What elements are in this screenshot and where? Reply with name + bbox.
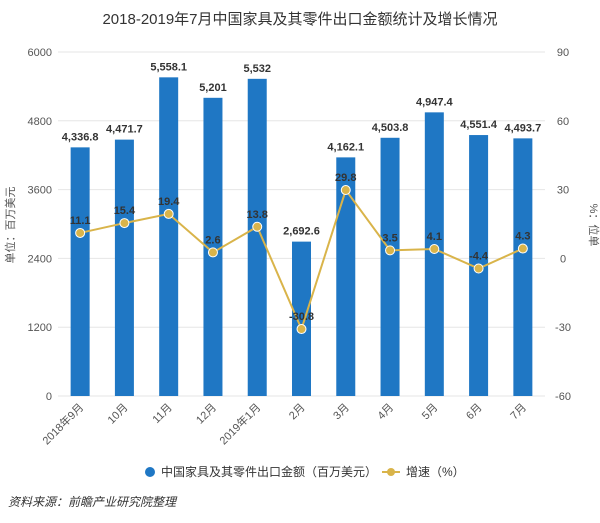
right-tick-label: 90 [557,47,569,59]
legend-line-marker [387,468,395,476]
growth-value-label: 4.1 [427,231,442,243]
bar-value-label: 4,336.8 [62,131,99,143]
right-tick-label: 60 [557,116,569,128]
x-tick-label: 7月 [508,402,529,423]
right-tick-label: -60 [555,391,571,403]
x-tick-label: 2月 [287,402,308,423]
right-tick-label: -30 [555,322,571,334]
bar [247,78,267,396]
growth-point [163,208,174,219]
bar-value-label: 4,162.1 [327,141,364,153]
bar [70,147,90,396]
bar-value-label: 2,692.6 [283,226,320,238]
source-note: 资料来源：前瞻产业研究院整理 [8,495,178,509]
bar [114,139,134,396]
growth-value-label: 2.6 [205,234,220,246]
x-tick-label: 2019年1月 [216,400,263,447]
bar [513,138,533,396]
growth-point [75,227,86,238]
bar-value-label: 4,471.7 [106,124,143,136]
legend: 中国家具及其零件出口金额（百万美元） 增速（%） [145,464,465,479]
left-tick-label: 1200 [28,322,52,334]
growth-point [119,218,130,229]
legend-bar-label: 中国家具及其零件出口金额（百万美元） [161,464,377,479]
growth-value-label: 11.1 [70,215,91,227]
growth-point [207,247,218,258]
line-labels: 11.1 15.4 19.4 2.6 13.8 -30.8 29.8 3.5 4.1 -4.4 4.… [70,172,531,323]
left-tick-label: 2400 [28,253,52,265]
left-tick-label: 6000 [28,47,52,59]
growth-value-label: 13.8 [247,209,268,221]
bar-value-label: 5,558.1 [150,61,187,73]
growth-point [473,263,484,274]
x-tick-label: 3月 [331,402,352,423]
growth-point [296,324,307,335]
right-tick-label: 30 [557,185,569,197]
right-axis-ticks: -60 -30 0 30 60 90 [555,47,571,403]
x-tick-label: 4月 [376,402,397,423]
bar-value-label: 5,201 [199,82,227,94]
bar [336,157,356,396]
x-tick-label: 11月 [150,402,174,426]
bar [159,77,179,396]
bar-labels: 4,336.8 4,471.7 5,558.1 5,201 5,532 2,692.6 4,… [62,61,541,237]
bars [70,77,533,397]
growth-value-label: 4.3 [515,231,530,243]
growth-value-label: 29.8 [335,172,356,184]
legend-bar-swatch [145,467,155,477]
left-axis-title: 单位：百万美元 [3,187,17,264]
right-tick-label: 0 [560,253,566,265]
x-tick-label: 6月 [464,402,485,423]
growth-value-label: -30.8 [289,311,314,323]
bar [424,112,444,397]
left-tick-label: 0 [46,391,52,403]
left-tick-label: 3600 [28,185,52,197]
left-tick-label: 4800 [28,116,52,128]
x-tick-label: 5月 [420,402,441,423]
bar [292,241,311,396]
x-tick-label: 2018年9月 [39,400,86,447]
right-axis-title: %：位单 [587,204,600,247]
bar [380,137,400,396]
growth-value-label: 15.4 [114,205,136,217]
growth-value-label: 3.5 [382,232,397,244]
growth-point [429,243,440,254]
bar-value-label: 4,503.8 [372,122,409,134]
bar-value-label: 5,532 [243,63,271,75]
growth-line [75,185,528,335]
x-tick-label: 12月 [194,402,219,427]
growth-point [517,243,528,254]
left-axis-ticks: 0 1200 2400 3600 4800 6000 [28,47,52,403]
legend-line-label: 增速（%） [406,465,465,479]
x-tick-label: 10月 [106,402,131,427]
growth-point [340,185,351,196]
bar [203,97,223,397]
growth-value-label: -4.4 [469,250,489,262]
bar-value-label: 4,551.4 [460,119,498,131]
bar-value-label: 4,493.7 [505,122,542,134]
chart-title: 2018-2019年7月中国家具及其零件出口金额统计及增长情况 [102,11,497,28]
bar-value-label: 4,947.4 [416,96,454,108]
growth-point [385,245,396,256]
growth-point [252,221,263,232]
growth-value-label: 19.4 [158,196,180,208]
